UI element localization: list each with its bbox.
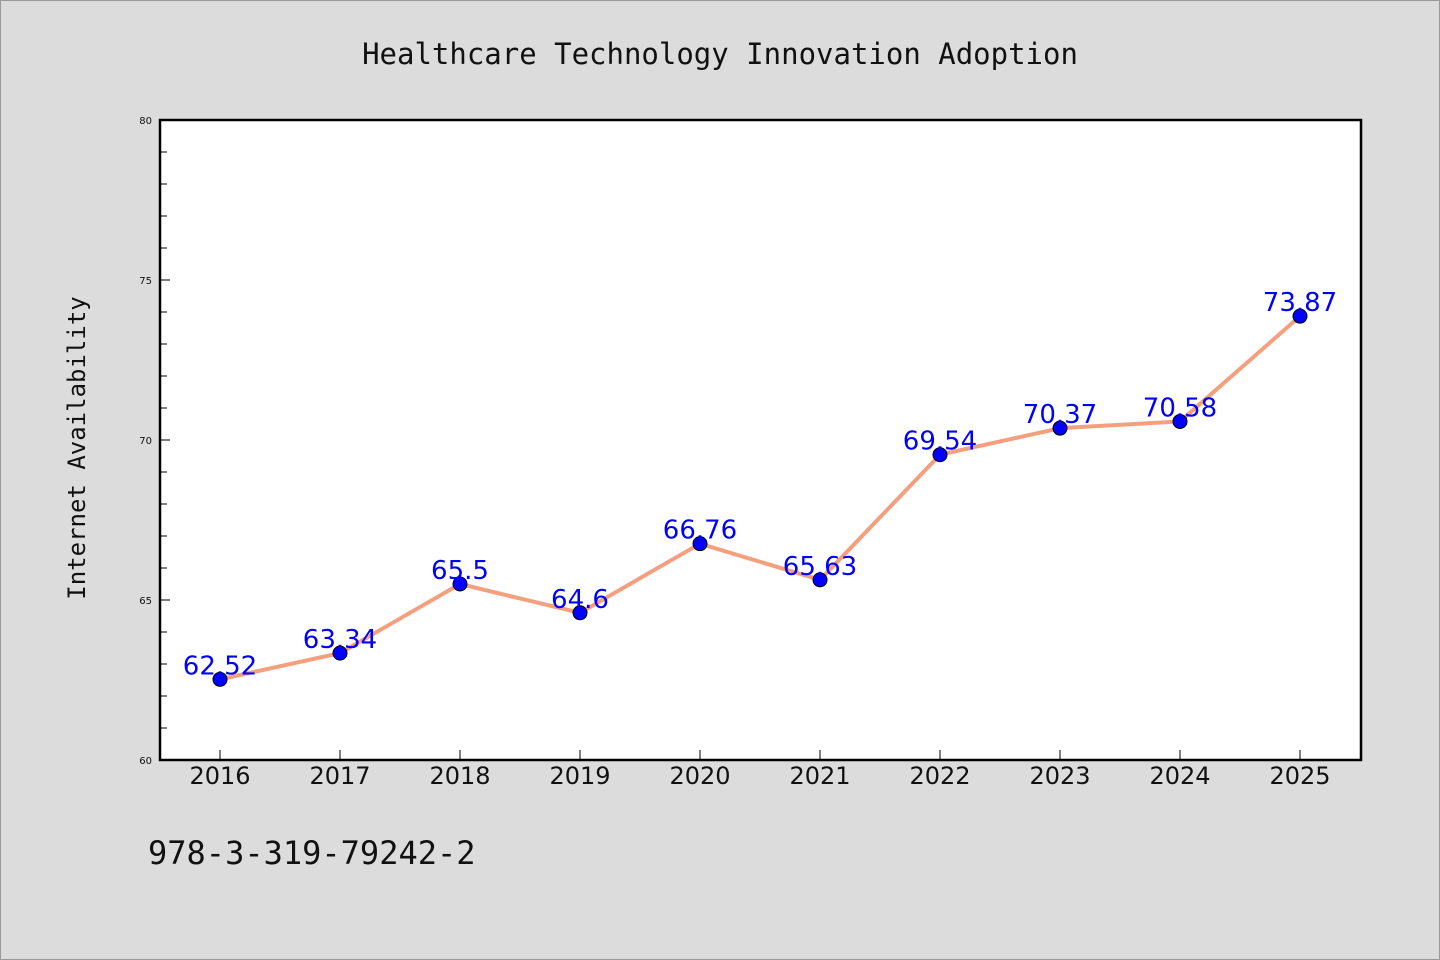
data-label: 73.87 xyxy=(1263,288,1337,318)
x-tick-label: 2024 xyxy=(1149,762,1210,790)
y-tick-label: 80 xyxy=(139,116,152,127)
chart-title: Healthcare Technology Innovation Adoptio… xyxy=(362,37,1078,71)
plot-area xyxy=(160,120,1361,760)
y-tick-label: 70 xyxy=(139,436,152,447)
x-tick-label: 2018 xyxy=(429,762,490,790)
y-tick-label: 75 xyxy=(139,276,152,287)
y-tick-label: 65 xyxy=(139,596,152,607)
x-tick-label: 2017 xyxy=(309,762,370,790)
data-label: 69.54 xyxy=(903,427,977,457)
data-label: 66.76 xyxy=(663,516,737,546)
x-tick-label: 2021 xyxy=(789,762,850,790)
data-point xyxy=(1292,308,1308,324)
footer-note: 978-3-319-79242-2 xyxy=(148,834,476,872)
data-point xyxy=(452,576,468,592)
data-label: 62.52 xyxy=(183,651,257,681)
data-label: 64.6 xyxy=(551,585,609,615)
data-point xyxy=(932,447,948,463)
x-tick-label: 2022 xyxy=(909,762,970,790)
data-point xyxy=(572,605,588,621)
series-line xyxy=(218,314,1302,682)
data-point xyxy=(812,572,828,588)
plot-border xyxy=(158,118,1363,762)
data-point xyxy=(692,536,708,552)
x-tick-label: 2016 xyxy=(189,762,250,790)
data-label: 63.34 xyxy=(303,625,377,655)
data-label: 70.58 xyxy=(1143,393,1217,423)
data-point xyxy=(212,671,228,687)
y-axis-label: Internet Availability xyxy=(63,296,91,599)
x-axis: 2016 2017 2018 2019 2020 2021 2022 2023 2024 2025 xyxy=(189,750,1331,790)
x-tick-label: 2025 xyxy=(1269,762,1330,790)
data-point xyxy=(1172,413,1188,429)
x-tick-label: 2020 xyxy=(669,762,730,790)
x-tick-label: 2023 xyxy=(1029,762,1090,790)
data-label: 70.37 xyxy=(1023,400,1097,430)
y-tick-label: 60 xyxy=(139,756,152,767)
data-point xyxy=(332,645,348,661)
data-point xyxy=(1052,420,1068,436)
data-label: 65.5 xyxy=(431,556,489,586)
x-tick-label: 2019 xyxy=(549,762,610,790)
series-layer: 62.52 63.34 65.5 64.6 66.76 65.63 69.54 70.37 70… xyxy=(183,288,1337,687)
data-label: 65.63 xyxy=(783,552,857,582)
